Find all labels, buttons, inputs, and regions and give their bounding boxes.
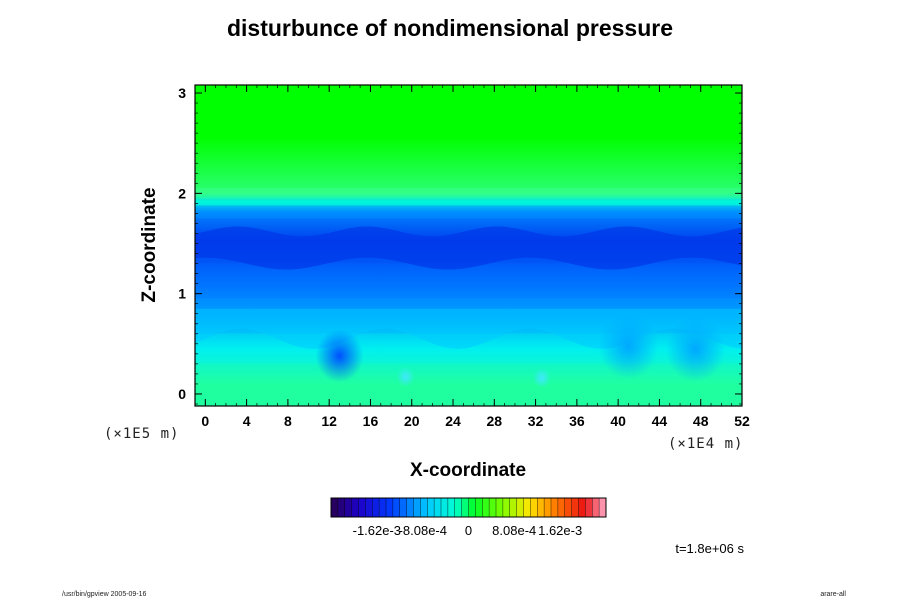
x-tick-label: 20 [404,413,420,429]
colorbar-cell [475,498,483,517]
colorbar-tick-label: -8.08e-4 [399,523,447,538]
x-tick-label: 44 [652,413,668,429]
colorbar-cell [379,498,387,517]
time-label: t=1.8e+06 s [675,541,744,556]
colorbar-cell [537,498,545,517]
y-tick-label: 3 [178,85,186,101]
colorbar-cell [578,498,586,517]
colorbar-tick-label: 1.62e-3 [538,523,582,538]
colorbar-cell [468,498,476,517]
x-tick-label: 4 [243,413,251,429]
x-tick-label: 36 [569,413,585,429]
colorbar-cell [406,498,414,517]
x-tick-label: 8 [284,413,292,429]
colorbar-cell [502,498,511,517]
colorbar-cell [592,498,600,517]
x-tick-label: 32 [528,413,544,429]
x-tick-label: 0 [201,413,209,429]
colorbar-cell [585,498,593,517]
low-pressure-core [195,226,742,270]
colorbar-cell [551,498,559,517]
x-axis-label: X-coordinate [409,460,527,481]
y-tick-label: 1 [178,286,186,302]
colorbar-cell [461,498,469,517]
colorbar-cell [530,498,538,517]
x-tick-label: 52 [734,413,750,429]
colorbar-frame [330,497,607,518]
colorbar-cell [344,498,352,517]
colorbar-cell [372,498,380,517]
colorbar: -1.62e-3-8.08e-4 0 8.08e-4 1.62e-3 [330,497,607,538]
colorbar-cell [523,498,531,517]
x-tick-label: 28 [487,413,503,429]
colorbar-cell [599,498,607,517]
colorbar-cell [557,498,566,517]
colorbar-cell [413,498,421,517]
plot-frame [194,84,743,407]
colorbar-cell [571,498,579,517]
footer-source: arare-all [820,591,846,598]
colorbar-cell [516,498,524,517]
x-tick-label: 16 [363,413,379,429]
colorbar-cell [392,498,401,517]
colorbar-cell [441,498,449,517]
x-tick-label: 24 [445,413,461,429]
x-axis-unit: (×1E4 m) [668,436,744,452]
colorbar-cell [509,498,517,517]
field-feature-1 [396,367,415,387]
field-feature-2 [532,368,551,388]
plot-area [195,85,742,406]
colorbar-cell [386,498,394,517]
field-feature-0 [315,329,364,383]
colorbar-tick-label: 8.08e-4 [492,523,536,538]
colorbar-cell [434,498,442,517]
x-tick-label: 40 [610,413,626,429]
x-tick-label: 12 [321,413,337,429]
transition-layer [195,200,742,206]
colorbar-cell [399,498,407,517]
y-tick-label: 0 [178,386,186,402]
colorbar-cell [489,498,497,517]
y-axis-label: Z-coordinate [139,187,160,303]
x-tick-label: 48 [693,413,709,429]
colorbar-tick-label: 0 [465,523,472,538]
field-feature-3 [598,312,659,379]
y-axis-unit: (×1E5 m) [104,426,180,442]
colorbar-cell [482,498,490,517]
colorbar-cell [544,498,552,517]
y-tick-label: 2 [178,185,186,201]
colorbar-cell [365,498,373,517]
colorbar-cell [351,498,359,517]
colorbar-cell [564,498,572,517]
colorbar-tick-label: -1.62e-3 [353,523,401,538]
colorbar-cell [420,498,428,517]
colorbar-cell [454,498,462,517]
colorbar-cell [337,498,346,517]
colorbar-cell [427,498,435,517]
field-feature-4 [665,315,726,382]
footer-command: /usr/bin/gpview 2005-09-16 [62,591,147,598]
chart-title: disturbunce of nondimensional pressure [226,15,673,41]
colorbar-cell [447,498,456,517]
colorbar-cell [331,498,339,517]
colorbar-cell [358,498,366,517]
colorbar-cell [496,498,504,517]
